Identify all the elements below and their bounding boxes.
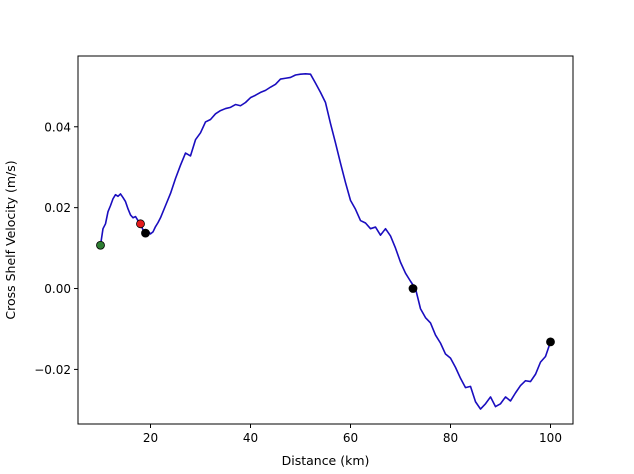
data-marker-0 <box>96 240 105 250</box>
x-tick-label: 40 <box>243 431 258 445</box>
data-marker-4 <box>546 337 555 347</box>
data-marker-2 <box>141 228 150 238</box>
x-axis-label: Distance (km) <box>282 453 370 468</box>
series-layer <box>99 72 552 410</box>
data-marker-3 <box>408 284 418 293</box>
data-marker-1 <box>136 219 145 229</box>
x-tick-label: 100 <box>539 431 562 445</box>
plot-frame <box>77 55 574 425</box>
y-axis-label: Cross Shelf Velocity (m/s) <box>3 160 18 319</box>
y-tick-label: 0.04 <box>44 120 71 134</box>
x-axis: 20 40 60 80 100 <box>143 424 562 445</box>
y-tick-label: 0.02 <box>44 201 71 215</box>
y-tick-label: 0.00 <box>44 282 71 296</box>
marker-layer <box>96 219 555 347</box>
x-tick-label: 20 <box>143 431 158 445</box>
y-axis: −0.02 0.00 0.02 0.04 <box>34 120 78 377</box>
y-tick-label: −0.02 <box>34 363 71 377</box>
x-tick-label: 80 <box>443 431 458 445</box>
series-line-0 <box>99 72 552 410</box>
x-tick-label: 60 <box>343 431 358 445</box>
